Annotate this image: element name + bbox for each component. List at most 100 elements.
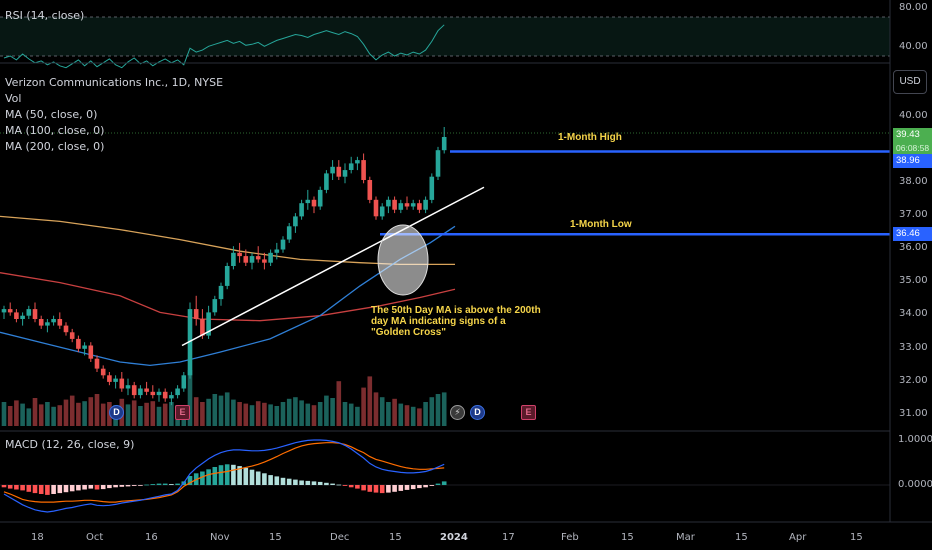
earnings-event-icon[interactable]: E [175,405,190,420]
candle-body [410,203,416,207]
dividend-event-icon[interactable]: D [109,405,124,420]
macd-histogram-bar [311,481,317,485]
macd-histogram-bar [224,464,230,485]
split-event-icon[interactable]: ⚡ [450,405,465,420]
month-low-price-tag: 36.46 [893,227,932,241]
candle-body [311,199,317,207]
candle-body [45,322,50,326]
macd-signal-line [3,442,445,503]
rsi-tick-80: 80.00 [899,2,928,13]
candle-body [429,176,435,200]
candle-body [187,309,193,376]
volume-bar [51,406,56,426]
macd-histogram-bar [187,476,193,485]
symbol-title[interactable]: Verizon Communications Inc., 1D, NYSE [5,76,224,89]
candle-body [243,256,249,263]
candle-body [355,160,360,164]
macd-histogram-bar [212,467,218,485]
macd-histogram-bar [88,485,94,489]
xaxis-label-15d: 15 [735,532,748,543]
currency-button[interactable]: USD [893,70,927,94]
countdown-tag: 06:08:58 [893,141,932,155]
candle-body [398,203,404,210]
candle-body [441,137,447,151]
candle-body [200,319,205,336]
candle-body [1,309,7,313]
volume-bar [200,402,205,426]
volume-bar [150,401,156,426]
candle-body [32,309,38,319]
macd-title[interactable]: MACD (12, 26, close, 9) [5,438,135,451]
ma100-legend[interactable]: MA (100, close, 0) [5,124,105,137]
macd-histogram-bar [423,485,428,488]
volume-bar [212,394,218,426]
volume-bar [324,395,329,426]
volume-bar [69,395,75,426]
xaxis-label-oct: Oct [86,532,104,543]
macd-histogram-bar [392,485,397,492]
dividend-event-icon-2[interactable]: D [470,405,485,420]
volume-bar [162,403,168,426]
candle-body [379,206,385,217]
volume-bar [423,402,428,426]
macd-histogram-bar [398,485,404,491]
volume-bar [286,398,292,426]
macd-histogram-bar [367,485,373,492]
candle-body [330,166,335,174]
macd-histogram-bar [14,485,19,490]
volume-bar [100,403,106,426]
candle-body [293,216,298,227]
ma200-legend[interactable]: MA (200, close, 0) [5,140,105,153]
candle-body [7,309,13,313]
volume-bar [144,402,149,426]
candle-body [342,170,348,177]
macd-histogram-bar [20,485,25,491]
xaxis-label-15: 15 [269,532,282,543]
candle-body [107,375,112,382]
volume-bar [169,402,174,426]
candle-body [175,388,180,396]
macd-histogram-bar [429,485,435,486]
month-low-label[interactable]: 1-Month Low [570,219,632,230]
macd-histogram-bar [138,485,143,486]
candle-body [14,312,19,319]
vol-legend[interactable]: Vol [5,92,22,105]
volume-bar [82,401,87,426]
volume-bar [348,403,354,426]
macd-histogram-bar [255,471,261,485]
volume-bar [330,398,335,426]
macd-pane [0,439,890,513]
macd-histogram-bar [162,483,168,485]
candle-body [255,256,261,260]
volume-bar [231,399,236,426]
volume-bar [299,400,304,426]
candle-body [348,163,354,170]
month-high-label[interactable]: 1-Month High [558,132,622,143]
candle-body [162,391,168,399]
macd-histogram-bar [441,481,447,485]
macd-histogram-bar [150,484,156,485]
rsi-title[interactable]: RSI (14, close) [5,9,85,22]
golden-cross-highlight [377,224,429,296]
macd-histogram-bar [262,473,267,485]
candle-body [181,375,187,389]
macd-histogram-bar [175,483,180,485]
macd-histogram-bar [51,485,56,494]
candle-body [336,166,342,177]
candle-body [361,160,366,180]
macd-histogram-bar [45,485,50,495]
macd-histogram-bar [348,485,354,488]
macd-histogram-bar [94,485,100,490]
macd-histogram-bar [305,480,311,485]
xaxis-label-apr: Apr [789,532,807,543]
macd-histogram-bar [342,485,348,486]
macd-histogram-bar [324,482,329,486]
macd-histogram-bar [361,485,366,491]
golden-cross-note[interactable]: The 50th Day MA is above the 200th day M… [371,305,541,338]
volume-bar [280,402,286,426]
ma50-legend[interactable]: MA (50, close, 0) [5,108,98,121]
earnings-event-icon-2[interactable]: E [521,405,536,420]
price-tick-38: 38.00 [899,176,928,187]
macd-histogram-bar [119,485,125,487]
macd-histogram-bar [107,485,112,489]
